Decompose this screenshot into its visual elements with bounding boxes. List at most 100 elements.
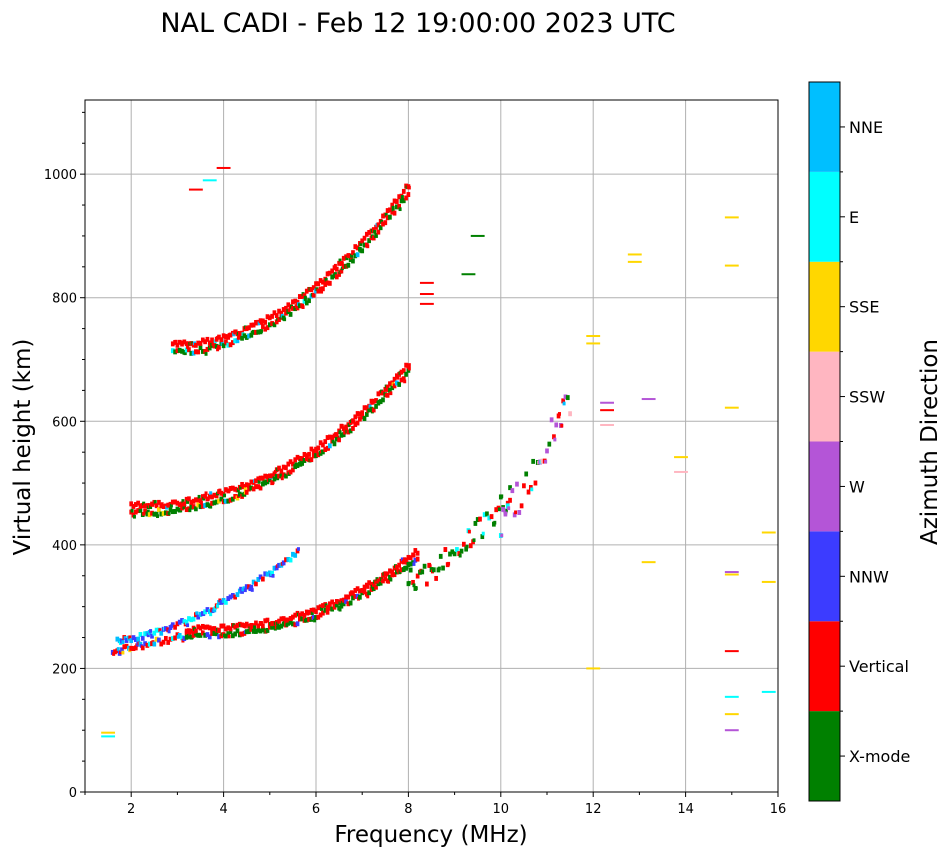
echo-point [184, 619, 189, 625]
echo-point [281, 464, 286, 470]
echo-point [390, 569, 395, 575]
echo-point [270, 321, 274, 326]
echo-point [360, 248, 365, 254]
echo-point [168, 507, 173, 513]
echo-point [154, 636, 159, 642]
echo-point [189, 350, 194, 356]
echo-point [297, 616, 302, 622]
echo-point [385, 384, 390, 390]
echo-point [414, 586, 418, 591]
echo-point [274, 313, 279, 319]
echo-point [517, 510, 522, 515]
echo-point [561, 398, 566, 404]
echo-point [724, 695, 739, 698]
echo-point [341, 601, 346, 607]
echo-point [274, 319, 279, 325]
echo-point [187, 347, 191, 353]
echo-point [161, 639, 166, 645]
echo-point [387, 580, 391, 584]
echo-point [272, 565, 277, 571]
echo-point [180, 505, 184, 511]
echo-point [198, 611, 203, 617]
echo-point [391, 207, 395, 212]
echo-point [140, 503, 145, 509]
echo-point [600, 409, 614, 412]
echo-point [196, 340, 201, 346]
echo-point [328, 280, 332, 286]
echo-point [724, 729, 739, 732]
echo-point [337, 437, 341, 443]
echo-point [128, 635, 132, 640]
echo-point [173, 508, 177, 514]
echo-point [545, 448, 549, 454]
echo-point [353, 253, 358, 259]
echo-point [540, 458, 545, 464]
echo-point [284, 310, 288, 316]
echo-point [251, 322, 256, 328]
echo-point [392, 383, 397, 389]
echo-point [378, 225, 383, 231]
colorbar-swatch [809, 441, 840, 532]
echo-point [328, 443, 332, 449]
colorbar-swatch [809, 711, 840, 801]
echo-point [334, 599, 339, 604]
echo-point [724, 406, 739, 409]
echo-point [362, 584, 367, 590]
echo-point [500, 494, 504, 499]
echo-point [316, 281, 321, 287]
echo-point [170, 622, 175, 628]
echo-point [330, 274, 335, 280]
echo-point [360, 588, 365, 593]
echo-point [399, 377, 404, 383]
echo-point [295, 305, 300, 311]
colorbar-label: X-mode [849, 747, 910, 766]
echo-point [400, 557, 404, 562]
echo-point [399, 198, 404, 204]
echo-point [562, 401, 566, 406]
echo-point [214, 343, 219, 349]
echo-point [554, 422, 559, 428]
echo-point [341, 255, 346, 261]
echo-point [353, 422, 358, 427]
echo-point [328, 270, 332, 276]
echo-point [397, 194, 402, 200]
colorbar-label: E [849, 208, 859, 227]
echo-point [233, 594, 237, 600]
echo-point [175, 506, 180, 512]
echo-point [358, 416, 362, 422]
echo-point [286, 617, 291, 623]
echo-point [277, 562, 281, 568]
echo-point [150, 633, 154, 639]
echo-point [254, 620, 258, 626]
echo-point [212, 343, 217, 349]
echo-point [300, 294, 304, 299]
echo-point [330, 599, 335, 605]
echo-point [228, 594, 233, 600]
echo-point [177, 632, 182, 638]
echo-point [149, 629, 153, 633]
echo-point [450, 549, 455, 555]
echo-point [376, 391, 381, 397]
echo-point [181, 499, 185, 503]
colorbar-swatch [809, 261, 840, 352]
echo-point [353, 594, 358, 599]
echo-point [249, 622, 254, 628]
echo-point [253, 625, 257, 630]
echo-point [286, 556, 291, 562]
echo-point [203, 493, 207, 499]
echo-point [242, 484, 247, 489]
echo-point [159, 511, 164, 517]
echo-point [179, 508, 183, 513]
echo-point [281, 560, 286, 566]
echo-point [237, 331, 242, 336]
colorbar-title: Azimuth Direction [917, 339, 943, 545]
echo-point [341, 264, 346, 269]
echo-point [224, 339, 228, 345]
echo-point [304, 453, 309, 459]
y-tick-label: 800 [52, 292, 77, 307]
echo-point [332, 604, 337, 610]
echo-point [169, 503, 173, 508]
echo-point [369, 586, 374, 592]
echo-point [200, 337, 205, 343]
echo-point [359, 242, 363, 246]
